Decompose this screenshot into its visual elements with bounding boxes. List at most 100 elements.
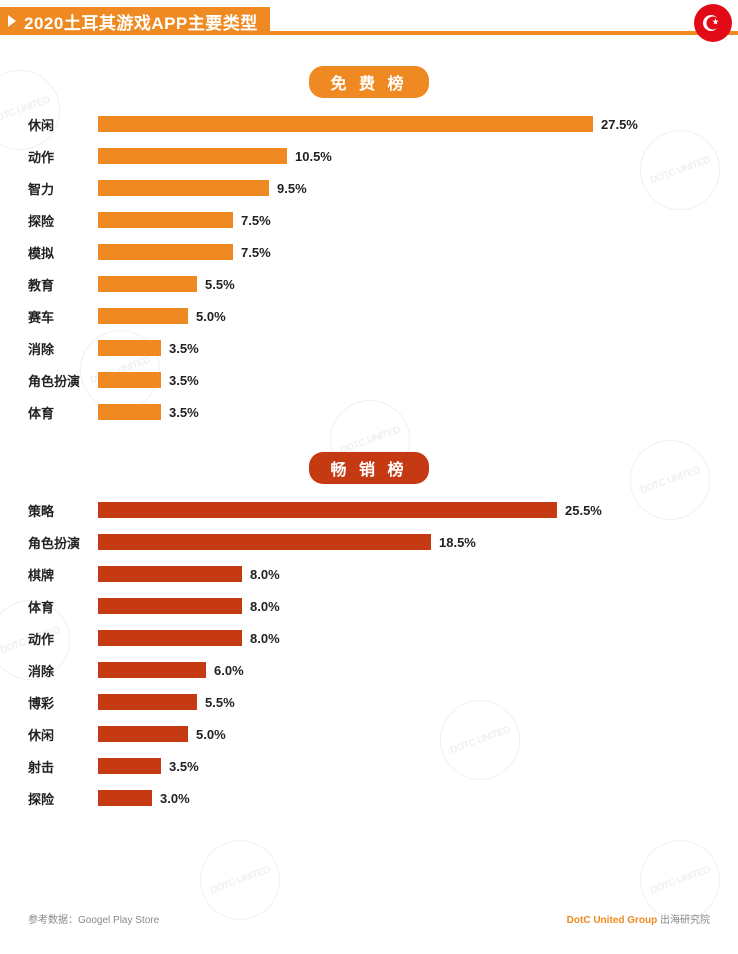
header-bar: 2020土耳其游戏APP主要类型 (0, 7, 270, 35)
chart-value: 8.0% (250, 599, 280, 614)
chart-value: 7.5% (241, 213, 271, 228)
header-triangle-icon (8, 15, 16, 27)
chart-row-bar-area: 3.5% (98, 372, 688, 388)
chart-row-bar-area: 5.0% (98, 308, 688, 324)
chart-row-label: 体育 (28, 597, 98, 616)
chart-bar (98, 790, 152, 806)
chart-bar (98, 276, 197, 292)
chart-row: 动作 8.0% (28, 622, 688, 654)
chart-row: 模拟 7.5% (28, 236, 688, 268)
chart-row: 动作 10.5% (28, 140, 688, 172)
chart-row-bar-area: 10.5% (98, 148, 688, 164)
chart-row-bar-area: 5.5% (98, 694, 688, 710)
chart-bar (98, 662, 206, 678)
chart-row: 智力 9.5% (28, 172, 688, 204)
chart-row: 博彩 5.5% (28, 686, 688, 718)
section-title-wrap: 畅 销 榜 (0, 452, 738, 484)
chart-bar (98, 630, 242, 646)
chart-bar (98, 372, 161, 388)
chart-bar (98, 212, 233, 228)
chart-row-bar-area: 7.5% (98, 244, 688, 260)
bar-chart: 策略25.5%角色扮演18.5%棋牌8.0%体育8.0%动作8.0%消除6.0%… (0, 494, 738, 814)
footer-brand: DotC United Group (567, 915, 658, 926)
chart-value: 27.5% (601, 117, 638, 132)
chart-row: 棋牌8.0% (28, 558, 688, 590)
chart-value: 10.5% (295, 149, 332, 164)
chart-value: 3.5% (169, 405, 199, 420)
chart-bar (98, 180, 269, 196)
chart-value: 25.5% (565, 503, 602, 518)
chart-row: 体育 3.5% (28, 396, 688, 428)
chart-bar (98, 566, 242, 582)
chart-value: 5.0% (196, 309, 226, 324)
header: 2020土耳其游戏APP主要类型 (0, 0, 738, 42)
page-title: 2020土耳其游戏APP主要类型 (24, 9, 258, 34)
chart-row-label: 消除 (28, 661, 98, 680)
footer: 参考数据：Googel Play Store DotC United Group… (28, 911, 710, 926)
chart-value: 5.5% (205, 695, 235, 710)
chart-bar (98, 244, 233, 260)
chart-row: 探险 3.0% (28, 782, 688, 814)
chart-row-bar-area: 3.5% (98, 404, 688, 420)
chart-row-label: 模拟 (28, 243, 98, 262)
chart-row-label: 动作 (28, 147, 98, 166)
chart-row-label: 策略 (28, 501, 98, 520)
chart-row: 休闲 27.5% (28, 108, 688, 140)
chart-row-label: 棋牌 (28, 565, 98, 584)
chart-row-label: 探险 (28, 789, 98, 808)
chart-bar (98, 758, 161, 774)
chart-row-bar-area: 5.0% (98, 726, 688, 742)
chart-row-bar-area: 7.5% (98, 212, 688, 228)
chart-row: 角色扮演18.5% (28, 526, 688, 558)
chart-bar (98, 598, 242, 614)
chart-row: 教育5.5% (28, 268, 688, 300)
chart-sections: 免 费 榜休闲27.5%动作10.5%智力9.5%探险7.5%模拟7.5%教育5… (0, 66, 738, 814)
chart-row-label: 休闲 (28, 725, 98, 744)
chart-bar (98, 148, 287, 164)
chart-row-bar-area: 3.0% (98, 790, 688, 806)
chart-row-bar-area: 8.0% (98, 566, 688, 582)
chart-row-bar-area: 9.5% (98, 180, 688, 196)
chart-row-bar-area: 6.0% (98, 662, 688, 678)
chart-bar (98, 340, 161, 356)
chart-value: 18.5% (439, 535, 476, 550)
chart-value: 8.0% (250, 631, 280, 646)
chart-row-bar-area: 8.0% (98, 598, 688, 614)
chart-bar (98, 404, 161, 420)
chart-row-label: 角色扮演 (28, 371, 98, 390)
chart-row: 策略 25.5% (28, 494, 688, 526)
chart-row-label: 休闲 (28, 115, 98, 134)
chart-row-bar-area: 25.5% (98, 502, 688, 518)
chart-row: 角色扮演 3.5% (28, 364, 688, 396)
chart-bar (98, 116, 593, 132)
chart-row: 探险7.5% (28, 204, 688, 236)
chart-row: 消除6.0% (28, 654, 688, 686)
chart-row-label: 体育 (28, 403, 98, 422)
chart-row: 赛车5.0% (28, 300, 688, 332)
chart-value: 9.5% (277, 181, 307, 196)
chart-row-label: 智力 (28, 179, 98, 198)
chart-bar (98, 694, 197, 710)
chart-value: 7.5% (241, 245, 271, 260)
chart-row: 消除3.5% (28, 332, 688, 364)
footer-credit: DotC United Group 出海研究院 (567, 911, 710, 926)
chart-row-label: 动作 (28, 629, 98, 648)
chart-row-bar-area: 5.5% (98, 276, 688, 292)
footer-source: 参考数据：Googel Play Store (28, 911, 159, 926)
chart-row-bar-area: 27.5% (98, 116, 688, 132)
chart-row: 休闲5.0% (28, 718, 688, 750)
chart-bar (98, 534, 431, 550)
chart-value: 3.0% (160, 791, 190, 806)
chart-value: 3.5% (169, 373, 199, 388)
chart-row-bar-area: 8.0% (98, 630, 688, 646)
chart-bar (98, 308, 188, 324)
bar-chart: 休闲 27.5% 动作 10.5% 智力 9.5% 探险7.5% 模拟 7.5% 教育5.5%赛车… (0, 108, 738, 428)
chart-row-label: 消除 (28, 339, 98, 358)
chart-bar (98, 726, 188, 742)
chart-bar (98, 502, 557, 518)
chart-row-bar-area: 18.5% (98, 534, 688, 550)
chart-row: 射击3.5% (28, 750, 688, 782)
chart-row-label: 博彩 (28, 693, 98, 712)
chart-row-bar-area: 3.5% (98, 758, 688, 774)
section-title: 畅 销 榜 (309, 452, 430, 484)
